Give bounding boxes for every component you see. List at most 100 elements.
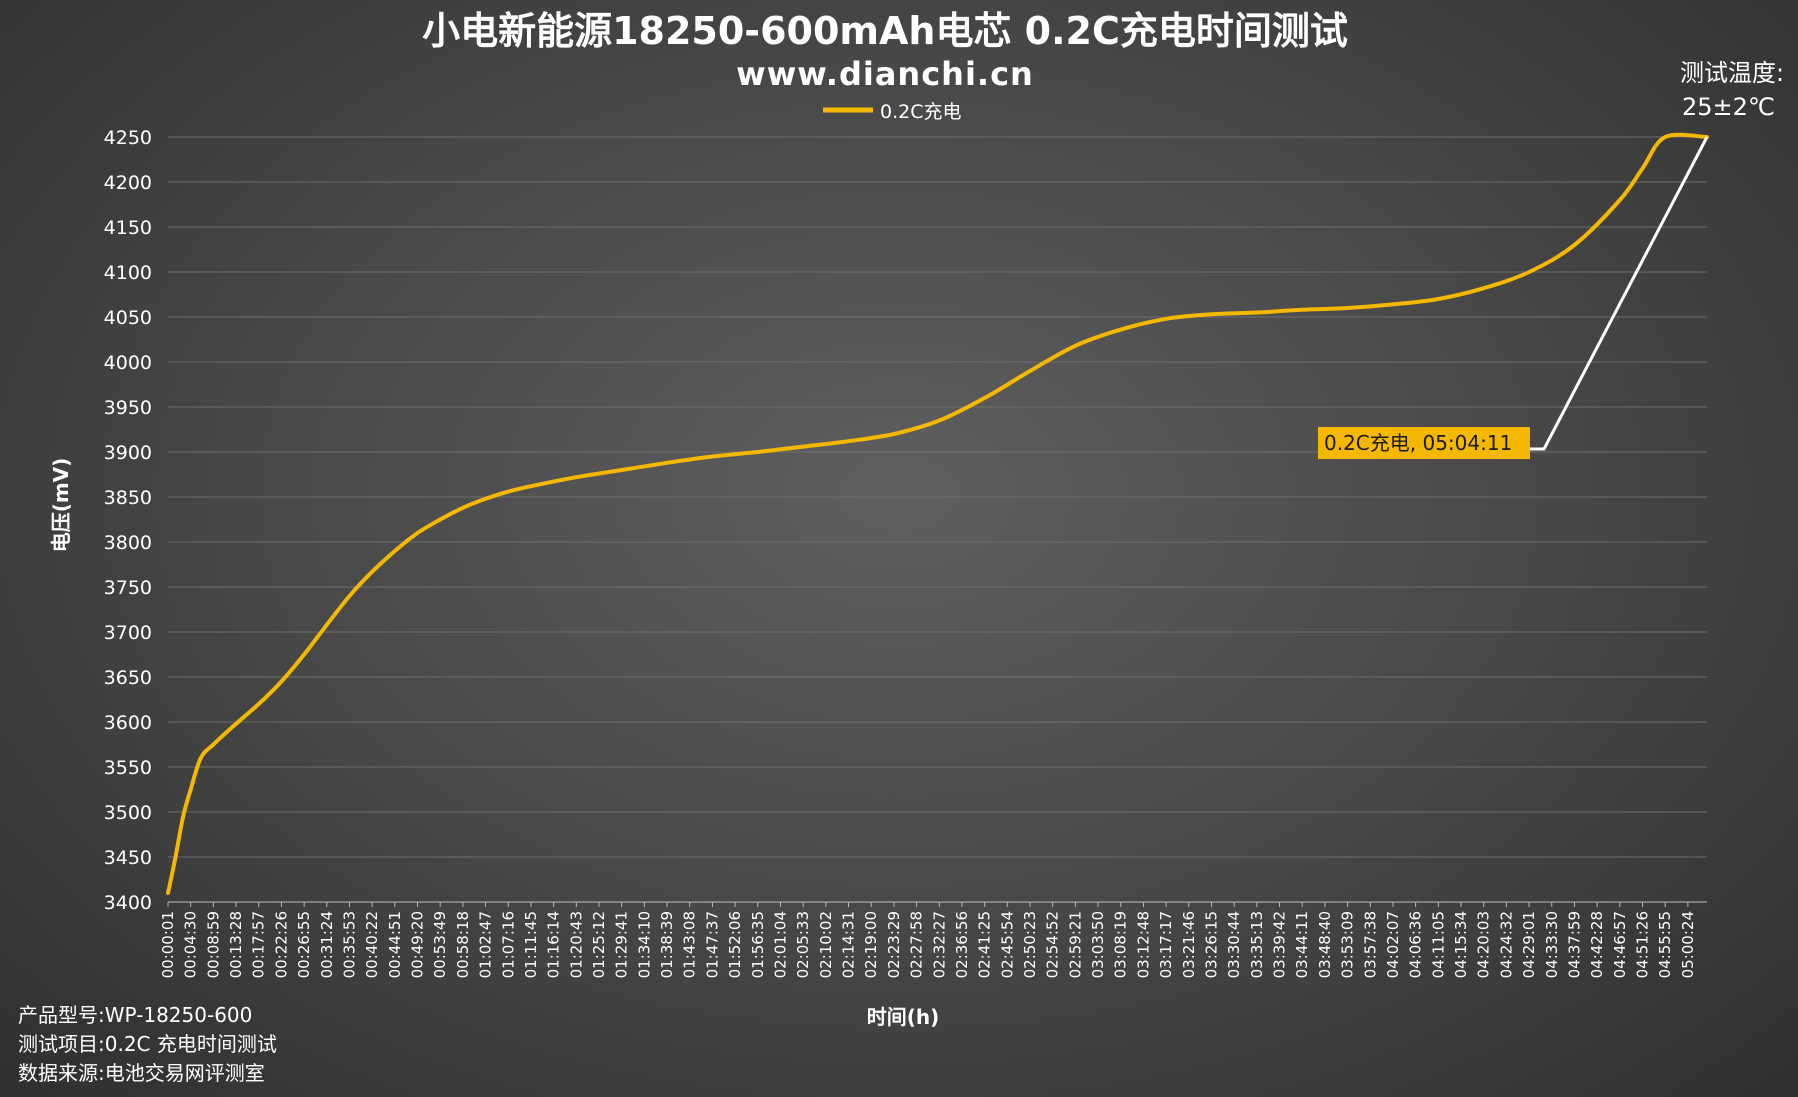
x-tick-label: 01:47:37 <box>703 911 721 978</box>
series-line-0.2C-charge <box>166 132 1709 895</box>
x-tick-label: 01:34:10 <box>635 911 653 978</box>
x-tick-label: 03:08:19 <box>1112 911 1130 978</box>
x-tick-label: 02:45:54 <box>998 911 1016 978</box>
x-tick-label: 03:44:11 <box>1293 911 1311 978</box>
x-tick-label: 02:54:52 <box>1044 911 1062 978</box>
x-tick-label: 02:36:56 <box>953 911 971 978</box>
test-temperature-value: 25±2℃ <box>1682 93 1775 121</box>
annotation-text: 0.2C充电, 05:04:11 <box>1324 431 1512 455</box>
x-tick-label: 04:02:07 <box>1384 911 1402 978</box>
x-tick-label: 02:01:04 <box>771 911 789 978</box>
footer-product-model: 产品型号:WP-18250-600 <box>18 1003 252 1027</box>
chart-subtitle: www.dianchi.cn <box>736 55 1034 93</box>
chart-title: 小电新能源18250-600mAh电芯 0.2C充电时间测试 <box>422 9 1348 53</box>
x-axis-ticks: 00:00:01 00:04:30 00:08:59 00:13:28 00:17:57… <box>159 902 1697 978</box>
y-tick-label: 3550 <box>104 757 152 779</box>
x-tick-label: 04:15:34 <box>1452 911 1470 978</box>
y-tick-label: 3700 <box>104 622 152 644</box>
legend-label: 0.2C充电 <box>880 101 961 123</box>
y-axis-label: 电压(mV) <box>49 458 73 553</box>
x-tick-label: 02:27:58 <box>908 911 926 978</box>
x-tick-label: 03:17:17 <box>1157 911 1175 978</box>
y-tick-label: 3900 <box>104 442 152 464</box>
x-tick-label: 04:55:55 <box>1656 911 1674 978</box>
x-tick-label: 01:11:45 <box>522 911 540 978</box>
y-tick-label: 3500 <box>104 802 152 824</box>
x-tick-label: 04:06:36 <box>1407 911 1425 978</box>
x-tick-label: 00:13:28 <box>227 911 245 978</box>
x-tick-label: 04:24:32 <box>1497 911 1515 978</box>
x-tick-label: 02:23:29 <box>885 911 903 978</box>
x-tick-label: 01:20:43 <box>567 911 585 978</box>
y-tick-label: 3950 <box>104 397 152 419</box>
x-tick-label: 03:39:42 <box>1271 911 1289 978</box>
x-tick-label: 00:44:51 <box>386 911 404 978</box>
x-tick-label: 01:07:16 <box>499 911 517 978</box>
x-tick-label: 01:56:35 <box>749 911 767 978</box>
y-tick-label: 3600 <box>104 712 152 734</box>
y-tick-label: 4150 <box>104 217 152 239</box>
x-tick-label: 04:20:03 <box>1475 911 1493 978</box>
y-tick-label: 3450 <box>104 847 152 869</box>
y-tick-label: 4100 <box>104 262 152 284</box>
annotation-box <box>1318 427 1530 459</box>
annotation-leader-line <box>1530 136 1709 451</box>
x-tick-label: 04:33:30 <box>1543 911 1561 978</box>
x-tick-label: 00:40:22 <box>363 911 381 978</box>
x-tick-label: 02:19:00 <box>862 911 880 978</box>
x-tick-label: 00:49:20 <box>409 911 427 978</box>
x-tick-label: 03:30:44 <box>1225 911 1243 978</box>
x-tick-label: 04:46:57 <box>1611 911 1629 978</box>
test-temperature-label: 测试温度: <box>1680 59 1784 87</box>
legend: 0.2C充电 <box>823 101 961 123</box>
x-tick-label: 05:00:24 <box>1679 911 1697 978</box>
y-tick-label: 3650 <box>104 667 152 689</box>
x-tick-label: 01:43:08 <box>681 911 699 978</box>
y-tick-label: 3850 <box>104 487 152 509</box>
x-tick-label: 04:51:26 <box>1633 911 1651 978</box>
x-tick-label: 03:03:50 <box>1089 911 1107 978</box>
x-tick-label: 02:32:27 <box>930 911 948 978</box>
x-tick-label: 00:00:01 <box>159 911 177 978</box>
x-tick-label: 04:29:01 <box>1520 911 1538 978</box>
x-tick-label: 03:26:15 <box>1202 911 1220 978</box>
y-tick-label: 4250 <box>104 127 152 149</box>
x-tick-label: 01:29:41 <box>613 911 631 978</box>
x-tick-label: 03:12:48 <box>1134 911 1152 978</box>
x-tick-label: 02:05:33 <box>794 911 812 978</box>
x-tick-label: 01:38:39 <box>658 911 676 978</box>
y-tick-label: 3800 <box>104 532 152 554</box>
x-tick-label: 02:10:02 <box>817 911 835 978</box>
x-tick-label: 04:42:28 <box>1588 911 1606 978</box>
x-tick-label: 03:53:09 <box>1339 911 1357 978</box>
x-tick-label: 00:53:49 <box>431 911 449 978</box>
y-tick-label: 4000 <box>104 352 152 374</box>
x-tick-label: 03:21:46 <box>1180 911 1198 978</box>
x-tick-label: 03:35:13 <box>1248 911 1266 978</box>
x-tick-label: 00:31:24 <box>318 911 336 978</box>
x-tick-label: 00:26:55 <box>295 911 313 978</box>
x-tick-label: 02:59:21 <box>1066 911 1084 978</box>
x-tick-label: 01:52:06 <box>726 911 744 978</box>
x-tick-label: 00:35:53 <box>340 911 358 978</box>
x-tick-label: 02:50:23 <box>1021 911 1039 978</box>
x-tick-label: 02:41:25 <box>976 911 994 978</box>
x-tick-label: 04:11:05 <box>1429 911 1447 978</box>
x-tick-label: 01:16:14 <box>545 911 563 978</box>
y-tick-label: 4050 <box>104 307 152 329</box>
x-tick-label: 00:58:18 <box>454 911 472 978</box>
x-axis-label: 时间(h) <box>867 1005 940 1029</box>
grid <box>168 136 1707 903</box>
x-tick-label: 00:17:57 <box>250 911 268 978</box>
x-tick-label: 04:37:59 <box>1565 911 1583 978</box>
x-tick-label: 00:08:59 <box>204 911 222 978</box>
footer-test-item: 测试项目:0.2C 充电时间测试 <box>18 1032 277 1056</box>
y-axis-ticks: 3400 3450 3500 3550 3600 3650 3700 3750 3800 3850… <box>104 127 152 914</box>
x-tick-label: 03:57:38 <box>1361 911 1379 978</box>
x-tick-label: 00:22:26 <box>272 911 290 978</box>
x-tick-label: 00:04:30 <box>182 911 200 978</box>
x-tick-label: 02:14:31 <box>840 911 858 978</box>
footer-data-source: 数据来源:电池交易网评测室 <box>18 1061 265 1085</box>
y-tick-label: 3400 <box>104 892 152 914</box>
